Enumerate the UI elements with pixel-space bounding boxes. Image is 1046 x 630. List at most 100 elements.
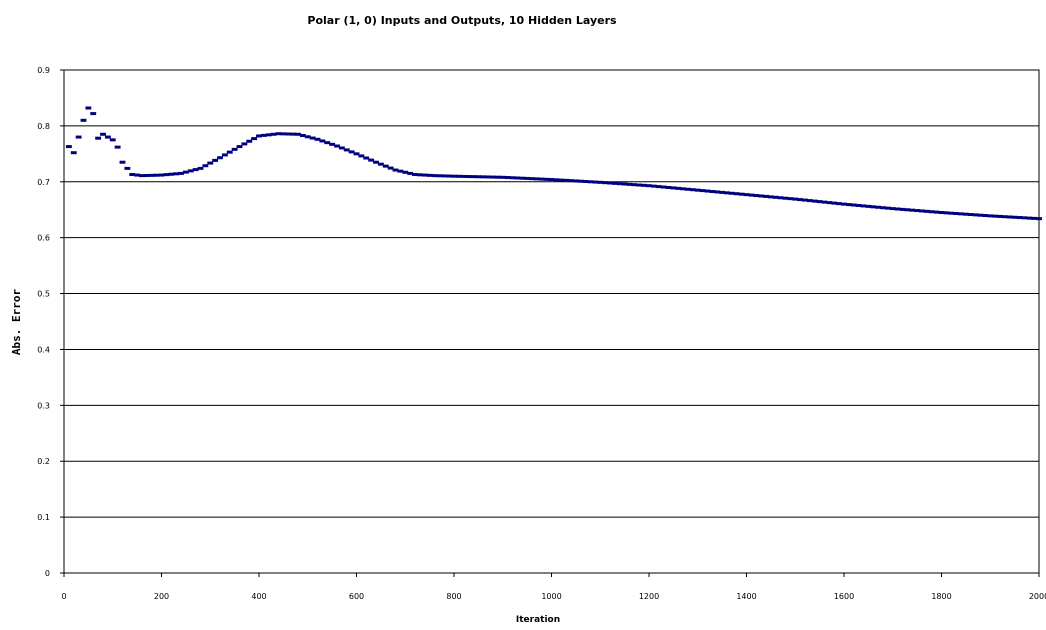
data-point xyxy=(572,179,579,183)
data-point xyxy=(836,202,843,206)
data-point xyxy=(1021,216,1028,220)
data-point xyxy=(860,204,867,208)
data-point xyxy=(412,173,418,177)
data-point xyxy=(616,182,623,186)
data-point xyxy=(802,198,808,202)
data-point xyxy=(202,164,209,168)
data-point xyxy=(455,174,462,178)
data-point xyxy=(548,178,555,182)
data-point xyxy=(753,194,760,198)
data-point xyxy=(475,175,482,179)
data-point xyxy=(777,196,784,200)
x-tick-label: 1800 xyxy=(931,592,951,601)
x-tick-label: 600 xyxy=(349,592,364,601)
data-point xyxy=(178,171,184,175)
chart-title: Polar (1, 0) Inputs and Outputs, 10 Hidd… xyxy=(307,14,617,27)
x-axis-ticks: 0 200 400 600 800 1000 1200 1400 1600 1800 2000 xyxy=(61,573,1046,601)
data-point xyxy=(787,197,794,201)
data-point xyxy=(236,145,243,149)
data-point xyxy=(143,173,150,177)
data-point xyxy=(894,207,901,211)
data-point xyxy=(816,200,823,204)
data-point xyxy=(845,203,852,207)
data-point xyxy=(270,132,277,136)
data-point xyxy=(948,211,955,215)
data-point xyxy=(938,211,945,215)
data-point xyxy=(246,139,253,143)
data-point xyxy=(343,148,350,152)
data-point xyxy=(821,200,828,204)
data-point xyxy=(353,152,360,156)
data-point xyxy=(728,191,735,195)
data-point xyxy=(977,213,984,217)
data-point xyxy=(709,190,716,194)
data-point xyxy=(992,214,999,218)
data-point xyxy=(670,186,677,190)
x-tick-label: 400 xyxy=(251,592,266,601)
data-point xyxy=(95,136,102,140)
data-point xyxy=(889,207,896,211)
data-point xyxy=(943,211,950,215)
data-point xyxy=(1036,217,1042,221)
data-point xyxy=(797,198,804,202)
x-tick-label: 0 xyxy=(61,592,66,601)
data-point xyxy=(221,153,228,157)
data-point xyxy=(587,180,594,184)
data-point xyxy=(763,194,769,198)
data-point xyxy=(607,181,613,185)
data-point xyxy=(314,137,321,141)
data-point xyxy=(675,186,682,190)
data-point xyxy=(75,135,82,139)
data-point xyxy=(290,132,297,136)
data-point xyxy=(553,178,560,182)
data-point xyxy=(621,182,628,186)
data-point xyxy=(490,175,496,179)
data-point xyxy=(577,179,584,183)
data-point xyxy=(582,179,589,183)
data-point xyxy=(377,162,384,166)
data-point xyxy=(880,206,886,210)
data-point xyxy=(499,175,506,179)
data-point xyxy=(217,156,223,160)
data-point xyxy=(104,135,111,139)
plot-area-frame xyxy=(63,69,1040,574)
data-point xyxy=(368,158,375,162)
data-point xyxy=(533,177,540,181)
data-point xyxy=(1006,215,1013,219)
data-point xyxy=(884,206,891,210)
data-point xyxy=(933,210,940,214)
data-point xyxy=(256,134,262,138)
data-point xyxy=(748,193,755,197)
data-point xyxy=(685,187,691,191)
data-point xyxy=(241,142,248,146)
data-point xyxy=(699,189,706,193)
data-point xyxy=(631,183,638,187)
data-point xyxy=(324,141,331,145)
data-point xyxy=(197,166,204,170)
data-point xyxy=(850,203,857,207)
y-tick-label: 0.1 xyxy=(37,513,50,522)
data-point xyxy=(1011,215,1018,219)
data-point xyxy=(304,135,311,139)
data-point xyxy=(114,145,121,149)
data-point xyxy=(504,176,511,180)
x-tick-label: 1400 xyxy=(736,592,756,601)
data-point xyxy=(338,146,345,150)
data-point xyxy=(738,192,745,196)
data-points xyxy=(65,106,1042,221)
x-tick-label: 1600 xyxy=(834,592,854,601)
data-point xyxy=(719,190,726,194)
data-point xyxy=(100,132,106,136)
data-point xyxy=(207,161,214,165)
data-point xyxy=(65,145,72,149)
data-point xyxy=(806,199,813,203)
data-point xyxy=(626,182,633,186)
data-point xyxy=(1031,216,1038,220)
data-point xyxy=(514,176,521,180)
data-point xyxy=(363,156,370,160)
data-point xyxy=(124,166,131,170)
data-point xyxy=(480,175,487,179)
data-point xyxy=(451,174,457,178)
data-point xyxy=(962,212,969,216)
